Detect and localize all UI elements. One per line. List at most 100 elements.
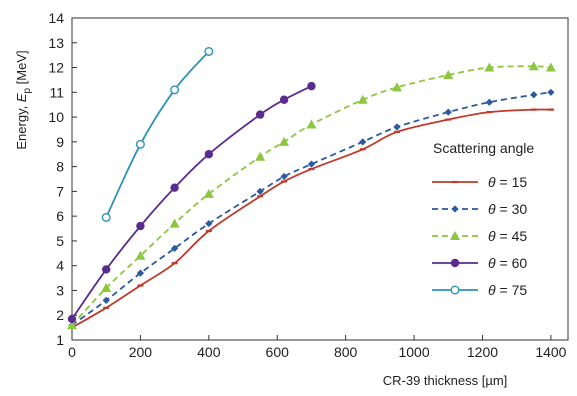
data-point (391, 82, 402, 92)
data-point (102, 265, 111, 274)
legend-item: θ = 30 (432, 201, 527, 217)
y-tick-label: 1 (56, 332, 64, 348)
legend-series-name: 75 (512, 282, 528, 298)
legend-equals: = (496, 228, 512, 244)
x-tick-label: 800 (334, 344, 358, 360)
data-point (204, 150, 214, 159)
data-point (101, 282, 112, 292)
data-point (135, 139, 145, 149)
data-point (307, 81, 316, 91)
y-axis-label-prefix: Energy, (14, 102, 29, 149)
data-point (169, 218, 180, 228)
legend-marker (450, 285, 460, 295)
y-axis-label-var: E (14, 93, 29, 102)
series-theta-30 (68, 88, 555, 329)
y-tick-label: 5 (56, 233, 64, 249)
legend: Scattering angle θ = 15θ = 30θ = 45θ = 6… (432, 140, 534, 298)
data-point (280, 172, 288, 181)
x-tick-label: 400 (197, 344, 221, 360)
data-point (357, 94, 368, 104)
legend-item: θ = 75 (432, 282, 527, 298)
data-point (547, 88, 555, 96)
data-point (485, 98, 493, 106)
data-point (528, 61, 539, 71)
legend-marker (450, 231, 460, 240)
data-point (170, 183, 179, 192)
data-point (101, 212, 111, 222)
y-axis-label-sub: p (22, 88, 33, 94)
x-axis-label: CR-39 thickness [µm] (383, 373, 508, 388)
data-point (306, 119, 317, 129)
plot-frame (71, 17, 569, 341)
y-tick-label: 10 (48, 109, 64, 125)
y-tick-label: 11 (49, 84, 64, 100)
x-tick-label: 1200 (467, 344, 498, 360)
data-point (359, 138, 367, 146)
series-theta-60 (67, 81, 316, 324)
legend-equals: = (496, 255, 512, 271)
data-point (255, 151, 266, 161)
data-point (67, 320, 77, 330)
legend-title: Scattering angle (433, 140, 534, 156)
legend-series-name: 15 (512, 174, 528, 190)
legend-label: θ = 45 (488, 228, 527, 244)
y-tick-label: 14 (48, 10, 64, 26)
series-line (71, 65, 551, 326)
data-point (545, 62, 556, 72)
series-theta-75 (101, 46, 214, 222)
legend-item: θ = 15 (432, 174, 527, 190)
legend-theta-symbol: θ (488, 201, 496, 217)
y-tick-label: 9 (56, 134, 64, 150)
legend-marker (450, 258, 460, 268)
y-tick-label: 12 (48, 60, 64, 76)
legend-item: θ = 45 (432, 228, 527, 244)
series-line (71, 108, 551, 329)
legend-marker (451, 205, 459, 213)
x-tick-label: 200 (129, 344, 153, 360)
y-tick-label: 3 (56, 282, 64, 298)
data-point (484, 62, 495, 72)
legend-equals: = (496, 201, 512, 217)
y-tick-label: 2 (56, 307, 64, 323)
data-point (205, 219, 213, 228)
legend-equals: = (496, 174, 512, 190)
legend-label: θ = 60 (488, 255, 527, 271)
legend-item: θ = 60 (432, 255, 527, 271)
y-tick-label: 4 (56, 258, 64, 274)
data-point (136, 269, 145, 277)
series-layer (67, 46, 556, 330)
x-axis-ticks: 0 200 400 600 800 1000 1200 1400 (68, 335, 567, 360)
y-axis-label: Energy, Ep [MeV] (14, 50, 33, 149)
data-point (67, 314, 77, 324)
legend-theta-symbol: θ (488, 228, 496, 244)
legend-theta-symbol: θ (488, 282, 496, 298)
data-point (393, 123, 401, 131)
series-theta-45 (67, 61, 556, 330)
legend-equals: = (496, 282, 512, 298)
data-point (530, 91, 538, 99)
legend-series-name: 60 (512, 255, 528, 271)
data-point (443, 69, 454, 79)
legend-series-name: 30 (512, 201, 528, 217)
axes (71, 17, 569, 341)
data-point (135, 250, 146, 260)
data-point (136, 221, 145, 231)
data-point (170, 85, 180, 95)
data-point (256, 187, 264, 195)
data-point (171, 244, 179, 252)
legend-series-name: 45 (512, 228, 528, 244)
y-axis-label-unit: [MeV] (14, 50, 29, 88)
legend-theta-symbol: θ (488, 174, 496, 190)
data-point (279, 136, 290, 146)
series-line (105, 50, 210, 218)
data-point (204, 46, 214, 56)
y-tick-label: 8 (56, 159, 64, 175)
y-tick-label: 13 (48, 35, 64, 51)
x-tick-label: 600 (266, 344, 290, 360)
data-point (307, 160, 316, 168)
data-point (203, 188, 214, 198)
data-point (255, 110, 265, 119)
x-tick-label: 1000 (398, 344, 429, 360)
